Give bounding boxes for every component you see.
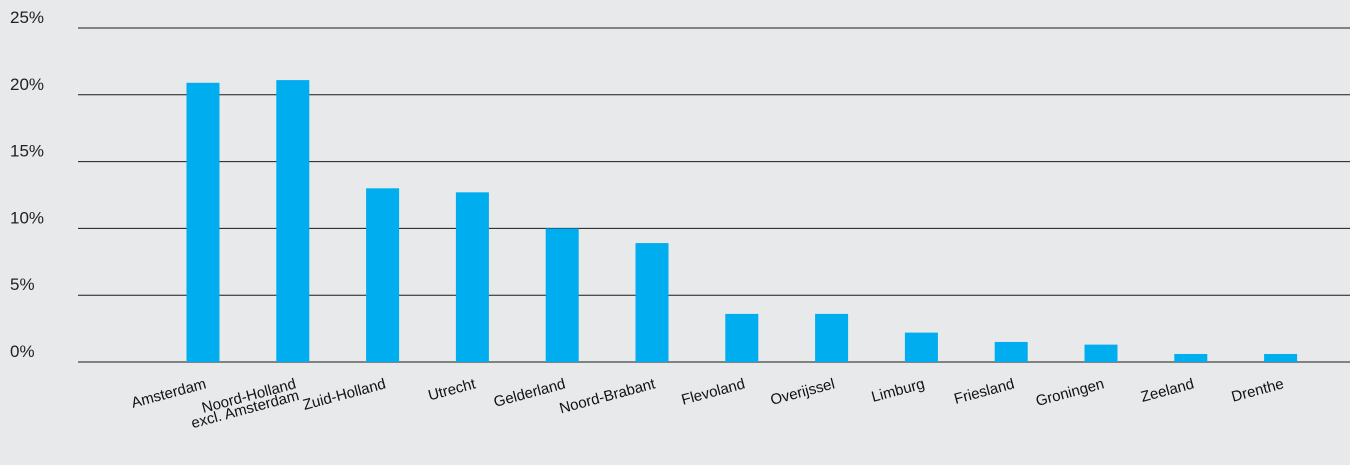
bar (366, 188, 400, 362)
x-category-label: Groningen (1034, 375, 1106, 410)
x-category-label: Zuid-Holland (301, 375, 388, 413)
bar (1174, 353, 1208, 362)
y-tick-label: 20% (10, 75, 44, 94)
bar (815, 313, 849, 362)
x-category-label: Gelderland (492, 375, 567, 410)
bar (635, 243, 669, 362)
x-category-label: Friesland (952, 375, 1016, 407)
bar (904, 332, 938, 362)
bar (276, 80, 310, 362)
y-tick-label: 0% (10, 342, 35, 361)
bar (455, 192, 489, 362)
x-category-label: Utrecht (426, 375, 478, 404)
bar (725, 313, 759, 362)
bar (1084, 344, 1118, 362)
x-category-label: Overijssel (769, 375, 837, 408)
x-category-label: Limburg (870, 375, 927, 405)
x-category-label: Flevoland (680, 375, 747, 408)
y-tick-label: 25% (10, 8, 44, 27)
x-category-label: Drenthe (1230, 375, 1286, 405)
gridlines (78, 27, 1350, 363)
y-tick-label: 5% (10, 275, 35, 294)
bar (545, 228, 579, 362)
y-tick-label: 15% (10, 142, 44, 161)
y-axis-ticks: 0% 5% 10% 15% 20% 25% (10, 8, 44, 361)
y-tick-label: 10% (10, 208, 44, 227)
x-category-label: Noord-Brabant (558, 375, 658, 417)
x-category-label: Zeeland (1139, 375, 1196, 405)
bar (1264, 353, 1298, 362)
x-category-label: Amsterdam (130, 375, 208, 411)
bars (186, 80, 1298, 362)
bar (186, 82, 220, 362)
bar (994, 341, 1028, 362)
